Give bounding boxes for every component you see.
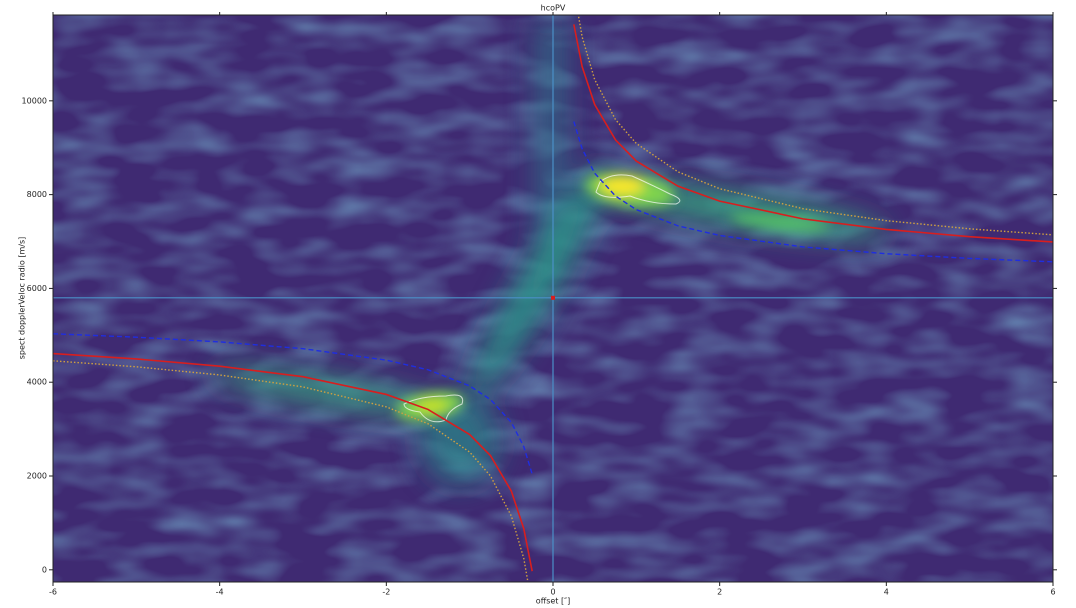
y-tick-label: 2000	[27, 472, 47, 481]
x-tick-label: 0	[550, 588, 555, 597]
y-tick-label: 10000	[22, 96, 47, 105]
y-tick-label: 8000	[27, 190, 47, 199]
x-tick-label: -6	[49, 588, 57, 597]
x-axis-label: offset [″]	[536, 597, 570, 606]
x-tick-label: 6	[1050, 588, 1055, 597]
crosshair-center	[551, 296, 555, 300]
x-tick-label: 4	[884, 588, 889, 597]
chart: hcoPV offset [″] spect dopplerVeloc radi…	[0, 0, 1076, 608]
x-tick-label: 2	[717, 588, 722, 597]
y-tick-label: 6000	[27, 284, 47, 293]
y-tick-label: 0	[42, 565, 47, 574]
y-tick-label: 4000	[27, 378, 47, 387]
x-tick-label: -4	[216, 588, 224, 597]
chart-title: hcoPV	[541, 4, 566, 13]
x-tick-label: -2	[382, 588, 390, 597]
y-axis-label: spect dopplerVeloc radio [m/s]	[18, 237, 27, 359]
